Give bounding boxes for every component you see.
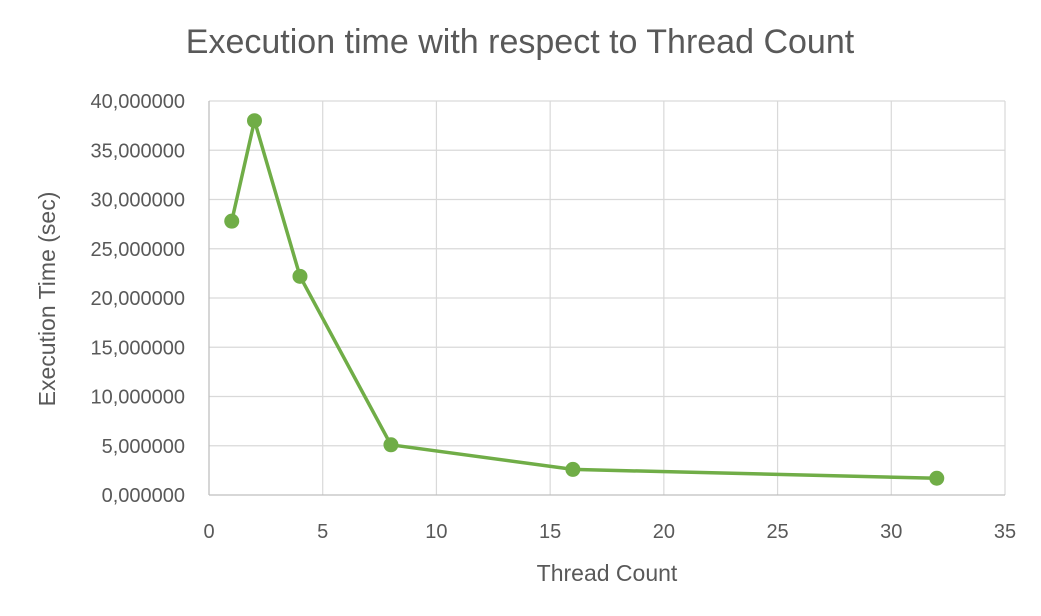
y-tick-label: 20,000000 [90, 288, 185, 310]
data-point [929, 470, 945, 486]
y-tick-label: 10,000000 [90, 387, 185, 409]
x-tick-label: 10 [425, 521, 447, 543]
y-gridlines [209, 100, 1005, 447]
series-line [229, 118, 939, 481]
y-tick-label: 25,000000 [90, 239, 185, 261]
x-tick-label: 15 [539, 521, 561, 543]
y-tick-label: 5,000000 [102, 436, 185, 458]
data-point [246, 113, 262, 129]
x-tick-label: 25 [766, 521, 788, 543]
x-tick-label: 5 [317, 521, 328, 543]
data-point [565, 461, 581, 477]
axis-lines [208, 101, 1005, 496]
series-points [224, 113, 945, 486]
x-tick-label: 35 [994, 521, 1016, 543]
y-tick-label: 0,000000 [102, 485, 185, 507]
x-tick-label: 20 [653, 521, 675, 543]
data-point [224, 213, 240, 229]
x-axis-title: Thread Count [537, 560, 678, 586]
y-tick-label: 30,000000 [90, 190, 185, 212]
x-tick-label: 0 [203, 521, 214, 543]
x-gridlines [322, 101, 1006, 495]
chart-title: Execution time with respect to Thread Co… [186, 23, 855, 61]
x-tick-label: 30 [880, 521, 902, 543]
x-tick-labels: 0 5 10 15 20 25 30 35 [203, 521, 1016, 543]
y-tick-label: 40,000000 [90, 91, 185, 113]
y-tick-label: 35,000000 [90, 140, 185, 162]
data-point [292, 268, 308, 284]
data-point [383, 437, 399, 453]
y-tick-labels: 0,000000 5,000000 10,000000 15,000000 20,000… [90, 91, 185, 507]
series-lines [229, 118, 939, 481]
y-tick-label: 15,000000 [90, 337, 185, 359]
y-axis-title: Execution Time (sec) [34, 192, 60, 407]
